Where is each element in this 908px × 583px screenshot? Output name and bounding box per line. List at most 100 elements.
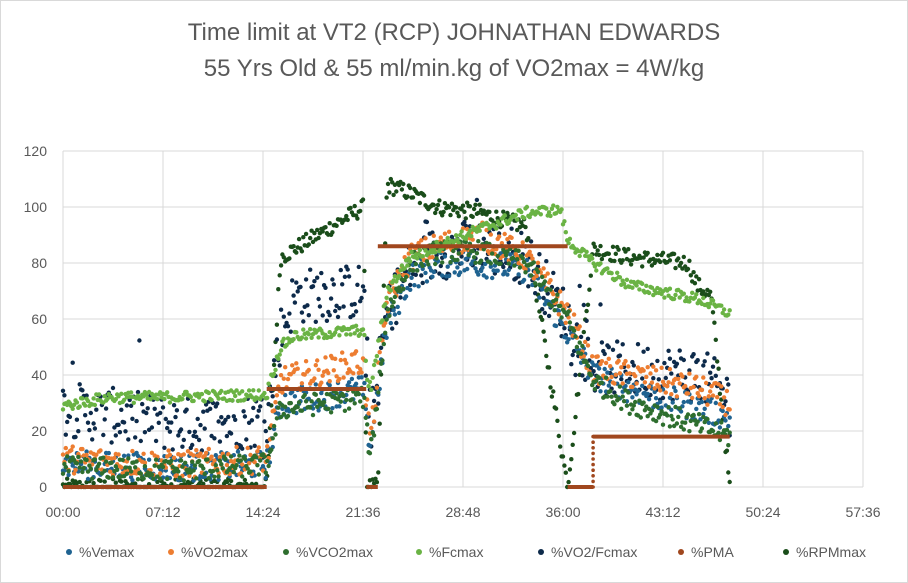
data-point bbox=[117, 430, 123, 435]
data-point bbox=[180, 464, 185, 469]
data-point bbox=[703, 380, 709, 386]
data-point bbox=[578, 334, 584, 340]
data-point bbox=[555, 204, 560, 210]
data-point bbox=[405, 263, 410, 268]
data-point bbox=[402, 266, 407, 271]
data-point bbox=[299, 249, 305, 254]
data-point bbox=[440, 213, 445, 218]
data-point bbox=[383, 302, 388, 307]
data-point bbox=[285, 324, 291, 329]
data-point bbox=[266, 381, 271, 386]
data-point bbox=[346, 406, 352, 411]
data-point bbox=[94, 407, 99, 412]
data-point bbox=[319, 390, 324, 396]
data-point bbox=[469, 234, 474, 239]
data-point bbox=[296, 400, 302, 405]
data-point bbox=[242, 456, 248, 461]
data-point bbox=[362, 288, 367, 293]
data-point bbox=[562, 326, 567, 331]
data-point bbox=[162, 445, 167, 450]
data-point bbox=[702, 406, 707, 411]
data-point bbox=[62, 393, 67, 398]
legend-label: %Vemax bbox=[79, 544, 134, 560]
data-point bbox=[376, 401, 381, 406]
data-point bbox=[463, 239, 468, 245]
data-point bbox=[119, 465, 124, 470]
data-point bbox=[535, 269, 541, 274]
data-point bbox=[346, 274, 352, 279]
data-point bbox=[344, 332, 349, 337]
data-point bbox=[187, 429, 192, 435]
data-point bbox=[712, 320, 717, 325]
data-point bbox=[555, 418, 560, 423]
data-point bbox=[567, 236, 573, 241]
legend-label: %VO2/Fcmax bbox=[551, 544, 637, 560]
data-point bbox=[690, 395, 695, 401]
data-point bbox=[324, 318, 330, 323]
data-point bbox=[283, 404, 288, 409]
data-point bbox=[655, 404, 660, 409]
data-point bbox=[292, 300, 298, 305]
data-point bbox=[726, 470, 731, 475]
data-point bbox=[359, 295, 364, 301]
data-point bbox=[270, 436, 275, 441]
data-point bbox=[299, 335, 305, 340]
data-point bbox=[591, 474, 595, 478]
data-point bbox=[394, 189, 399, 194]
data-point bbox=[671, 423, 677, 429]
data-point bbox=[330, 277, 335, 282]
data-point bbox=[473, 260, 478, 265]
data-point bbox=[592, 244, 598, 249]
y-tick-label: 120 bbox=[24, 143, 48, 159]
data-point bbox=[294, 280, 299, 285]
data-point bbox=[399, 263, 405, 268]
data-point bbox=[83, 413, 88, 418]
data-point bbox=[160, 464, 166, 470]
data-point bbox=[566, 309, 571, 314]
data-point bbox=[505, 249, 510, 254]
data-point bbox=[280, 390, 285, 395]
data-point bbox=[606, 345, 611, 350]
data-point bbox=[412, 283, 417, 288]
data-point bbox=[60, 471, 66, 476]
data-point bbox=[392, 312, 398, 317]
data-point bbox=[345, 267, 350, 272]
y-tick-label: 100 bbox=[24, 199, 48, 215]
data-point bbox=[342, 408, 348, 413]
data-point bbox=[256, 472, 261, 477]
data-point bbox=[144, 410, 149, 416]
data-point bbox=[167, 452, 173, 457]
data-point bbox=[206, 446, 211, 452]
data-point bbox=[303, 277, 309, 282]
data-point bbox=[673, 265, 678, 271]
data-point bbox=[299, 310, 305, 315]
data-point bbox=[233, 393, 238, 399]
data-point bbox=[666, 348, 671, 353]
data-point bbox=[102, 394, 107, 399]
data-point bbox=[713, 373, 718, 378]
data-point bbox=[209, 397, 214, 403]
data-point bbox=[369, 437, 374, 442]
data-point bbox=[501, 264, 506, 270]
data-point bbox=[80, 446, 85, 452]
data-point bbox=[558, 444, 563, 449]
data-point bbox=[540, 307, 545, 312]
data-point bbox=[338, 399, 343, 404]
data-point bbox=[353, 323, 359, 328]
data-point bbox=[720, 404, 725, 410]
data-point bbox=[591, 462, 595, 467]
data-point bbox=[727, 415, 732, 420]
data-point bbox=[545, 271, 550, 276]
data-point bbox=[153, 457, 159, 462]
data-point bbox=[252, 443, 257, 448]
data-point bbox=[453, 205, 459, 210]
data-point bbox=[138, 471, 143, 476]
data-point bbox=[94, 452, 99, 457]
data-point bbox=[687, 429, 692, 434]
data-point bbox=[551, 292, 556, 297]
data-point bbox=[724, 388, 730, 394]
data-point bbox=[640, 383, 645, 388]
data-point bbox=[277, 363, 282, 368]
x-tick-label: 21:36 bbox=[345, 504, 380, 520]
data-point bbox=[202, 471, 207, 477]
